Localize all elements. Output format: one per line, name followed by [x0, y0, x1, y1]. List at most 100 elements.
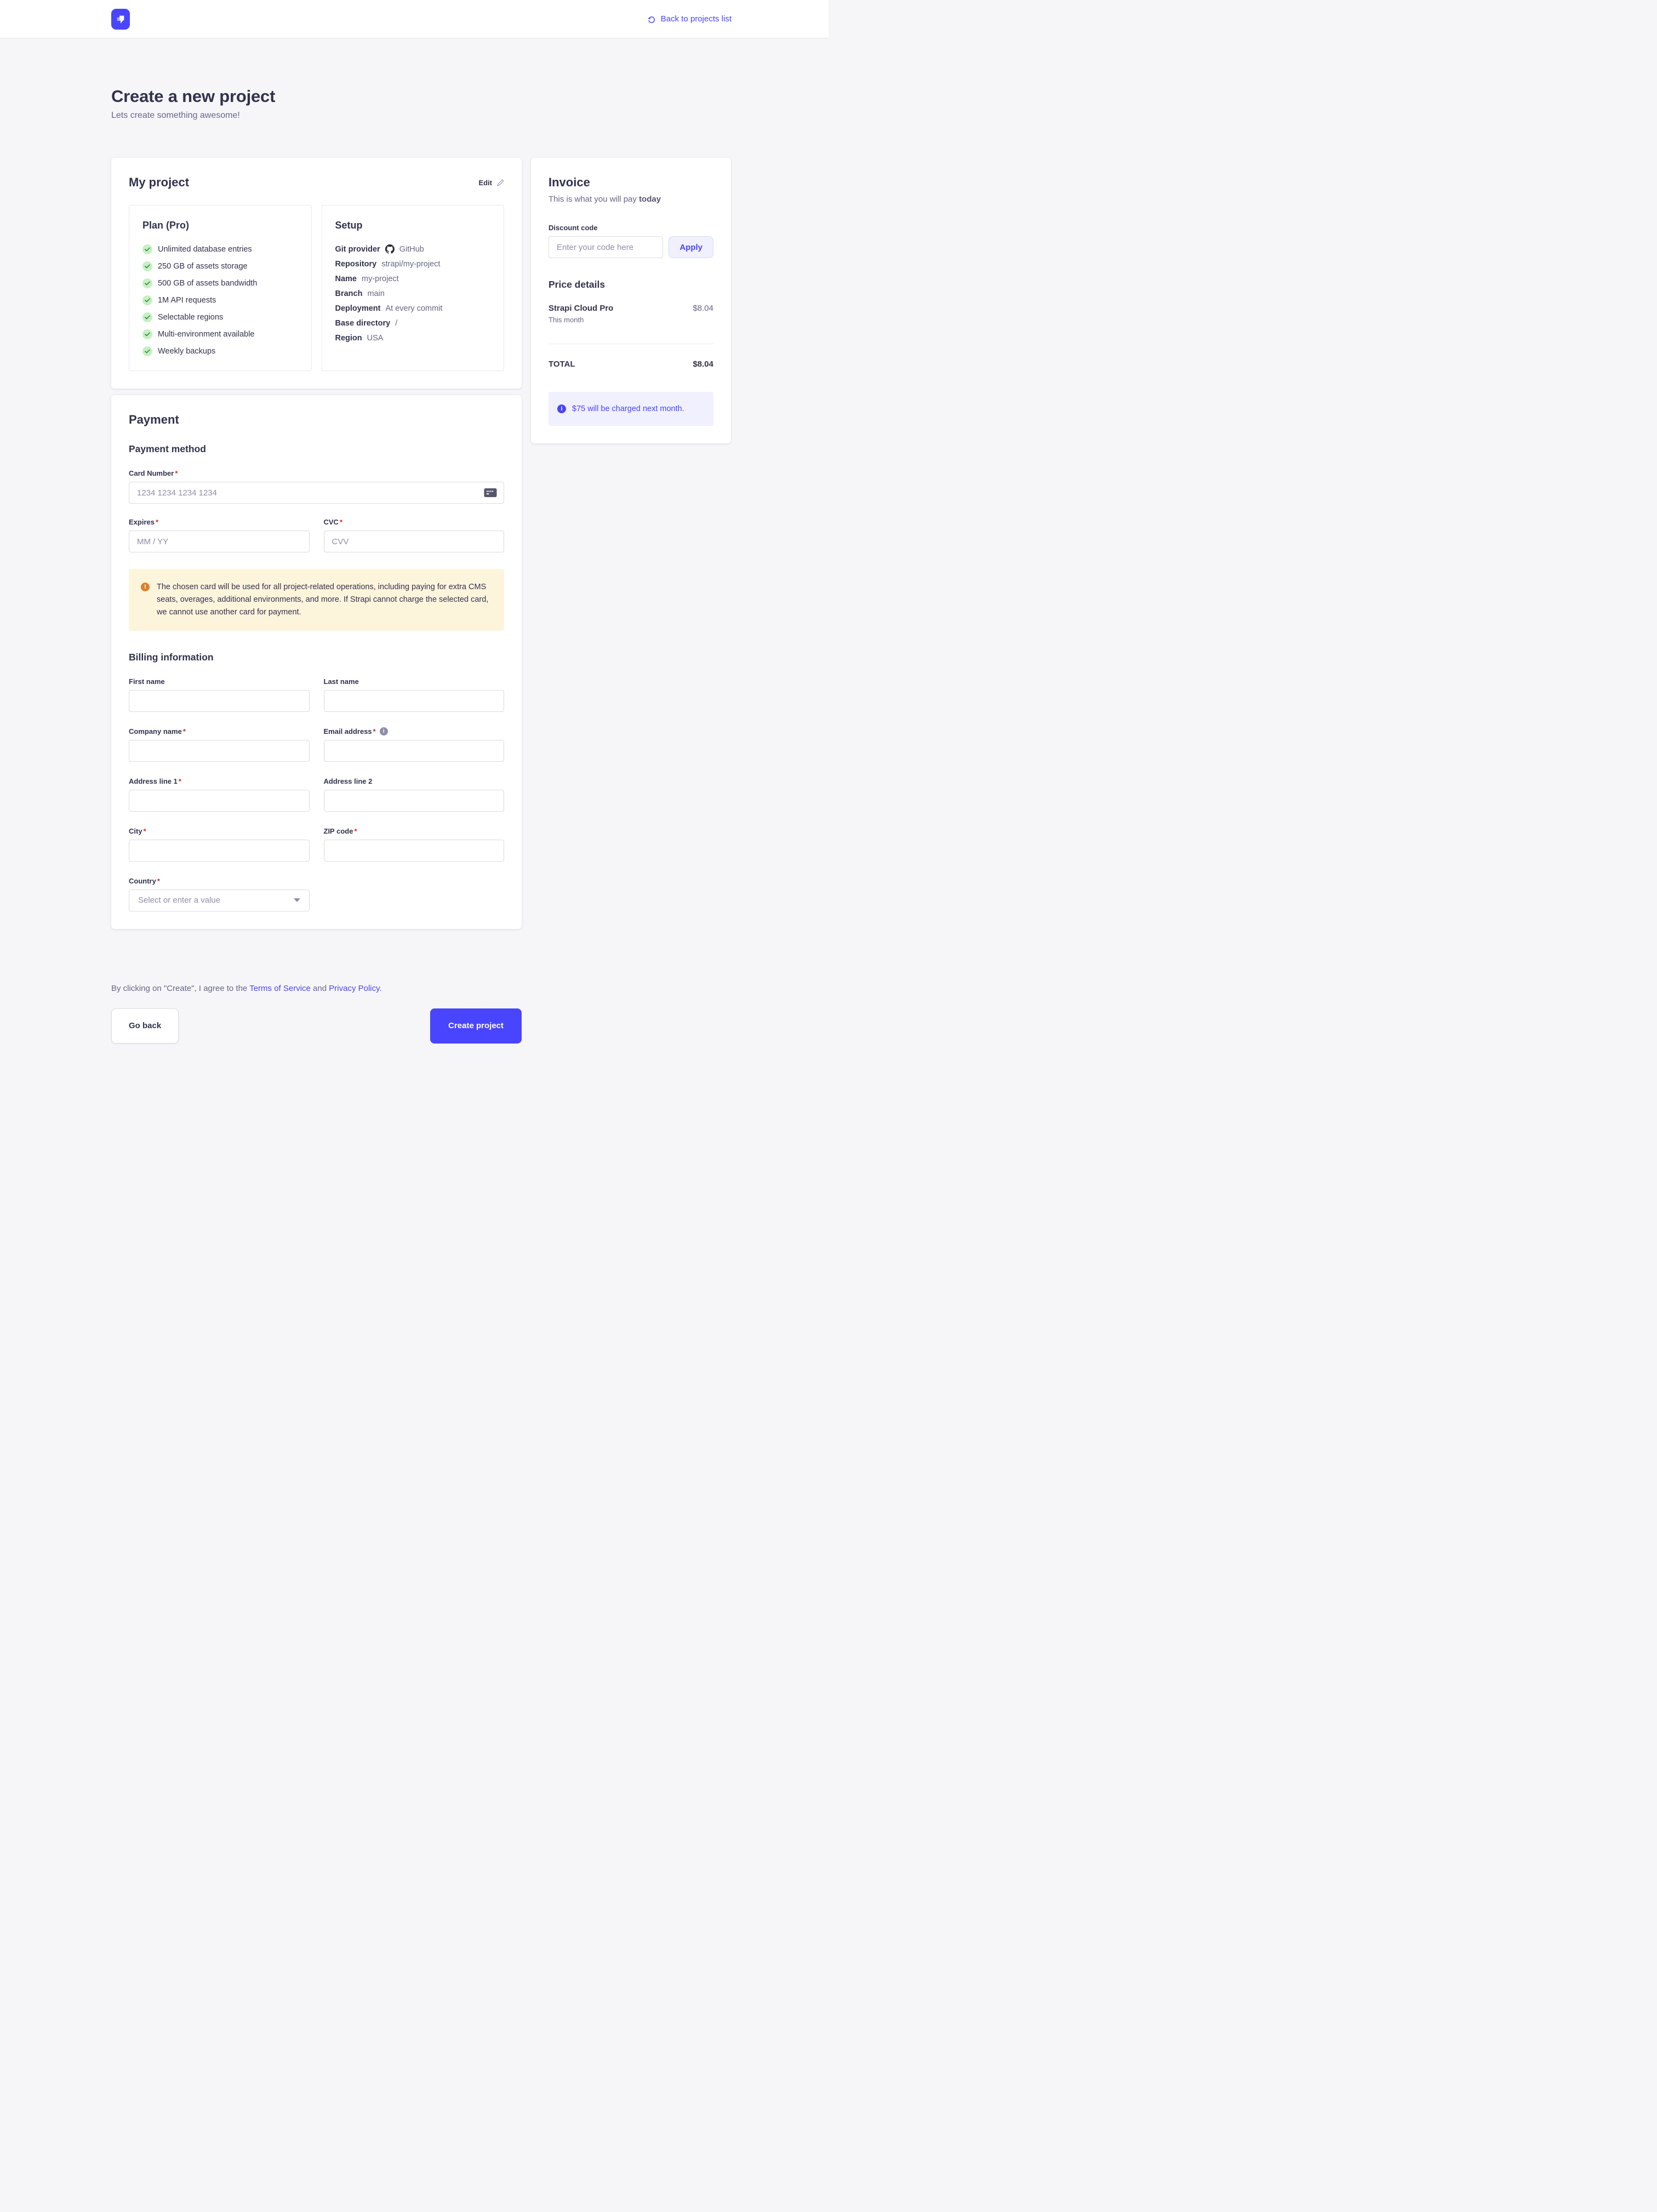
- invoice-subtitle-prefix: This is what you will pay: [548, 195, 639, 204]
- company-name-field-group: Company name *: [129, 727, 310, 762]
- plan-feature: 250 GB of assets storage: [142, 261, 298, 271]
- setup-label: Repository: [335, 260, 377, 269]
- privacy-policy-link[interactable]: Privacy Policy.: [329, 983, 382, 993]
- city-input[interactable]: [129, 839, 310, 862]
- terms-of-service-link[interactable]: Terms of Service: [249, 983, 311, 993]
- cvc-input[interactable]: [323, 531, 504, 552]
- company-name-label: Company name: [129, 727, 182, 736]
- info-icon: i: [557, 404, 566, 413]
- plan-feature-label: 1M API requests: [158, 296, 216, 305]
- setup-row-branch: Branch main: [335, 289, 491, 298]
- create-project-button[interactable]: Create project: [430, 1008, 522, 1044]
- total-amount: $8.04: [693, 360, 713, 369]
- plan-title: Plan (Pro): [142, 220, 190, 231]
- invoice-subtitle-emphasis: today: [639, 195, 661, 204]
- terms-prefix: By clicking on "Create", I agree to the: [111, 983, 250, 993]
- left-column: My project Edit Plan (Pro) Unl: [111, 158, 522, 929]
- setup-value: main: [367, 289, 385, 298]
- check-icon: [142, 244, 152, 254]
- discount-code-input[interactable]: [548, 236, 664, 258]
- required-marker: *: [175, 469, 178, 477]
- check-icon: [142, 329, 152, 339]
- required-marker: *: [178, 777, 181, 785]
- cvc-field-group: CVC *: [323, 518, 504, 552]
- expires-field-group: Expires *: [129, 518, 310, 552]
- address-line1-field-group: Address line 1 *: [129, 777, 310, 812]
- last-name-field-group: Last name: [323, 677, 504, 712]
- email-input[interactable]: [323, 739, 504, 762]
- zip-code-field-group: ZIP code *: [323, 826, 504, 862]
- setup-row-region: Region USA: [335, 334, 491, 343]
- github-icon: [385, 244, 395, 254]
- setup-value: /: [395, 319, 398, 328]
- page-head: Create a new project Lets create somethi…: [111, 87, 828, 121]
- required-marker: *: [157, 876, 160, 885]
- my-project-title: My project: [129, 175, 190, 189]
- line-item-amount: $8.04: [693, 304, 713, 313]
- plan-feature: Multi-environment available: [142, 329, 298, 339]
- country-select-placeholder: Select or enter a value: [138, 896, 221, 905]
- first-name-input[interactable]: [129, 689, 310, 712]
- plan-feature-label: 500 GB of assets bandwidth: [158, 279, 258, 288]
- right-column: Invoice This is what you will pay today …: [531, 158, 731, 443]
- card-number-field-group: Card Number *: [129, 469, 504, 504]
- check-icon: [142, 278, 152, 288]
- address-line2-label: Address line 2: [323, 777, 373, 785]
- page-subtitle: Lets create something awesome!: [111, 111, 240, 120]
- setup-subcard: Setup Git provider GitHub Repository str…: [321, 205, 504, 371]
- required-marker: *: [143, 826, 146, 835]
- edit-button[interactable]: Edit: [478, 179, 504, 187]
- strapi-logo-icon[interactable]: [111, 8, 130, 30]
- pencil-icon: [496, 179, 504, 186]
- required-marker: *: [354, 826, 357, 835]
- back-to-projects-link[interactable]: Back to projects list: [647, 14, 732, 24]
- zip-code-label: ZIP code: [323, 826, 353, 835]
- card-usage-notice: ! The chosen card will be used for all p…: [129, 569, 504, 631]
- setup-row-repository: Repository strapi/my-project: [335, 260, 491, 269]
- check-icon: [142, 295, 152, 305]
- required-marker: *: [182, 727, 186, 736]
- country-label: Country: [129, 876, 156, 885]
- cvc-label: CVC: [323, 518, 339, 526]
- plan-feature: Unlimited database entries: [142, 244, 298, 254]
- apply-button[interactable]: Apply: [668, 236, 713, 258]
- payment-method-title: Payment method: [129, 443, 206, 454]
- go-back-button[interactable]: Go back: [111, 1008, 179, 1044]
- setup-label: Deployment: [335, 304, 381, 313]
- country-select[interactable]: Select or enter a value: [129, 889, 310, 911]
- address-line2-input[interactable]: [323, 789, 504, 812]
- price-details-title: Price details: [548, 279, 605, 290]
- plan-subcard: Plan (Pro) Unlimited database entries 25…: [129, 205, 312, 371]
- email-label: Email address: [323, 727, 372, 736]
- exclamation-icon: !: [141, 583, 150, 591]
- card-number-input[interactable]: [129, 482, 504, 504]
- total-label: TOTAL: [548, 360, 575, 369]
- payment-title: Payment: [129, 413, 179, 426]
- country-field-group: Country * Select or enter a value: [129, 877, 310, 911]
- content-columns: My project Edit Plan (Pro) Unl: [111, 158, 731, 929]
- setup-title: Setup: [335, 220, 363, 231]
- email-info-icon[interactable]: i: [379, 727, 388, 736]
- setup-row-deployment: Deployment At every commit: [335, 304, 491, 313]
- credit-card-icon: [484, 488, 497, 498]
- plan-feature: Weekly backups: [142, 346, 298, 356]
- setup-value: At every commit: [385, 304, 443, 313]
- last-name-input[interactable]: [323, 689, 504, 712]
- plan-feature-label: 250 GB of assets storage: [158, 262, 248, 271]
- zip-code-input[interactable]: [323, 839, 504, 862]
- chevron-down-icon: [293, 898, 300, 903]
- required-marker: *: [155, 518, 159, 526]
- back-icon: [647, 15, 656, 24]
- company-name-input[interactable]: [129, 739, 310, 762]
- address-line1-input[interactable]: [129, 789, 310, 812]
- line-item-name: Strapi Cloud Pro: [548, 304, 614, 313]
- check-icon: [142, 346, 152, 356]
- expires-input[interactable]: [129, 531, 310, 552]
- plan-feature: Selectable regions: [142, 312, 298, 322]
- address-line2-field-group: Address line 2: [323, 777, 504, 812]
- top-bar: Back to projects list: [0, 0, 828, 38]
- setup-label: Git provider: [335, 244, 380, 254]
- plan-feature-label: Weekly backups: [158, 347, 216, 356]
- check-icon: [142, 312, 152, 322]
- invoice-line-item: Strapi Cloud Pro This month $8.04: [548, 304, 713, 324]
